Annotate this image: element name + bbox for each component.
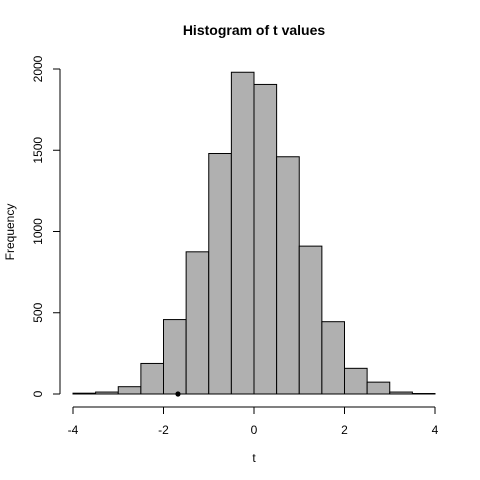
histogram-bar-5 [185,251,210,395]
x-axis: -4 -2 0 2 4 [68,406,439,437]
histogram-bar-4 [163,319,187,395]
y-tick-label-3: 1500 [31,137,45,164]
histogram-bar-11 [321,321,345,395]
y-tick-label-1: 500 [31,302,45,322]
y-tick-label-4: 2000 [31,55,45,82]
histogram-bar-3 [140,362,164,395]
x-tick-label-0: -4 [68,423,79,437]
observed-t-marker [175,391,181,397]
histogram-bar-12 [344,367,368,395]
y-tick-label-0: 0 [31,390,45,397]
x-axis-label: t [252,451,256,465]
y-axis: 0 500 1000 1500 2000 [31,55,61,397]
histogram-bar-10 [298,245,323,395]
histogram-bar-2 [117,386,142,395]
y-axis-label: Frequency [3,204,17,261]
histogram-bar-7 [230,71,255,395]
histogram-bar-9 [276,156,300,395]
histogram-bar-8 [253,83,278,395]
chart-title: Histogram of t values [183,22,326,38]
histogram-bar-14 [389,391,413,395]
histogram-bar-13 [366,381,391,395]
bars-group [72,71,436,395]
x-tick-label-4: 4 [432,423,439,437]
y-tick-label-2: 1000 [31,218,45,245]
x-tick-label-1: -2 [158,423,169,437]
histogram-bar-1 [95,391,119,395]
histogram-bar-0 [72,392,97,395]
x-tick-label-2: 0 [251,423,258,437]
histogram-bar-6 [208,153,232,395]
x-tick-label-3: 2 [341,423,348,437]
markers-group [175,391,181,397]
